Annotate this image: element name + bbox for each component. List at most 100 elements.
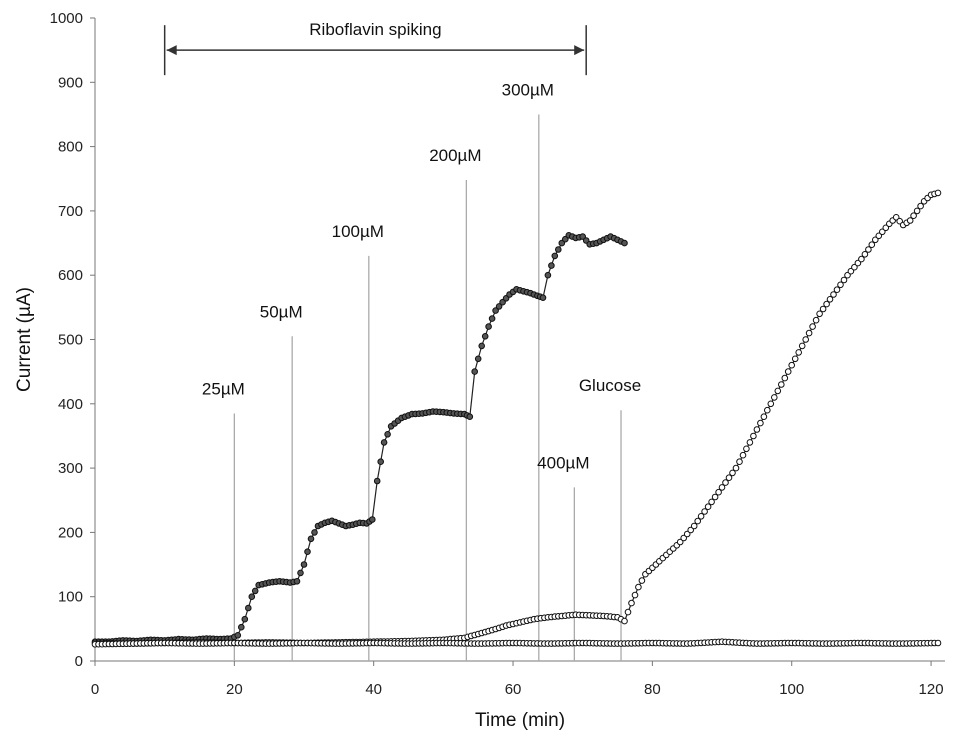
data-point [774, 387, 782, 395]
data-point [307, 535, 315, 543]
series-group [91, 189, 942, 648]
series-2 [91, 189, 942, 647]
marker-label: 300µM [502, 80, 554, 99]
data-point [753, 426, 761, 433]
data-point [485, 323, 492, 330]
data-point [858, 255, 865, 263]
data-point [802, 336, 810, 343]
data-point [767, 400, 775, 408]
data-point [917, 202, 924, 210]
data-point [910, 212, 917, 219]
series-1 [91, 232, 628, 646]
data-point [694, 517, 702, 525]
data-point [805, 329, 813, 337]
data-point [474, 355, 482, 363]
data-point [823, 300, 830, 308]
data-point [861, 251, 869, 258]
data-point [854, 259, 862, 267]
data-point [241, 615, 249, 623]
x-tick-label: 120 [919, 681, 944, 698]
data-point [781, 374, 789, 382]
data-point [251, 587, 259, 595]
data-point [771, 394, 778, 401]
data-point [704, 503, 712, 511]
data-point [234, 632, 242, 639]
data-point [676, 538, 684, 546]
data-point [851, 263, 858, 271]
x-tick-label: 100 [779, 681, 804, 698]
data-point [791, 355, 799, 363]
y-tick-label: 600 [58, 267, 83, 284]
data-point [934, 639, 942, 647]
data-point [555, 246, 562, 253]
labels: 25µM 50µM 100µM 200µM 300µM 400µM Glucose Ribof… [163, 20, 641, 472]
marker-label: 25µM [202, 379, 245, 398]
series-line [94, 192, 939, 645]
data-point [872, 236, 879, 244]
data-point [304, 548, 311, 556]
data-point [711, 493, 719, 501]
x-tick-label: 0 [91, 681, 99, 698]
data-point [544, 271, 552, 279]
y-tick-label: 200 [58, 524, 83, 541]
data-point [760, 413, 768, 421]
data-point [680, 534, 688, 542]
data-point [847, 267, 855, 275]
y-tick-label: 400 [58, 396, 83, 413]
data-point [837, 281, 844, 289]
data-point [798, 342, 806, 350]
y-tick-label: 900 [58, 74, 83, 91]
data-point [471, 368, 479, 375]
data-point [495, 303, 503, 310]
data-point [701, 508, 708, 515]
data-point [875, 232, 883, 240]
marker-label: 100µM [332, 222, 384, 241]
data-point [245, 604, 252, 612]
data-point [683, 530, 691, 538]
data-point [384, 431, 391, 438]
data-point [624, 608, 632, 616]
data-point [635, 583, 642, 591]
marker-label: 200µM [429, 146, 481, 165]
data-point [732, 464, 740, 472]
data-point [764, 406, 771, 414]
data-point [816, 310, 823, 318]
data-point [297, 569, 304, 577]
data-point [638, 577, 646, 584]
x-tick-label: 20 [226, 681, 243, 698]
data-point [826, 296, 834, 303]
data-point [739, 451, 747, 459]
x-tick-label: 80 [644, 681, 661, 698]
data-point [481, 333, 489, 340]
x-tick-label: 40 [365, 681, 382, 698]
data-point [879, 228, 886, 236]
data-point [478, 342, 486, 350]
data-point [882, 224, 890, 232]
data-point [830, 291, 837, 298]
data-point [934, 189, 942, 197]
data-point [913, 207, 921, 215]
y-axis-title: Current (µA) [14, 287, 35, 392]
data-point [621, 617, 628, 625]
data-point [551, 252, 559, 260]
data-point [718, 484, 726, 491]
data-point [743, 445, 750, 453]
data-point [840, 276, 848, 284]
data-point [778, 381, 785, 388]
data-point [725, 474, 733, 482]
data-point [865, 246, 872, 253]
data-point [300, 561, 308, 568]
data-point [373, 477, 381, 485]
marker-label: 50µM [260, 302, 303, 321]
marker-label: 400µM [537, 453, 589, 472]
data-point [697, 513, 705, 520]
data-point [868, 241, 876, 248]
data-point [687, 526, 695, 534]
data-point [539, 294, 547, 302]
span-label: Riboflavin spiking [309, 20, 441, 39]
series-3 [91, 638, 942, 648]
data-point [621, 239, 628, 247]
x-axis-title: Time (min) [475, 710, 565, 731]
data-point [809, 323, 816, 330]
data-point [548, 262, 555, 269]
